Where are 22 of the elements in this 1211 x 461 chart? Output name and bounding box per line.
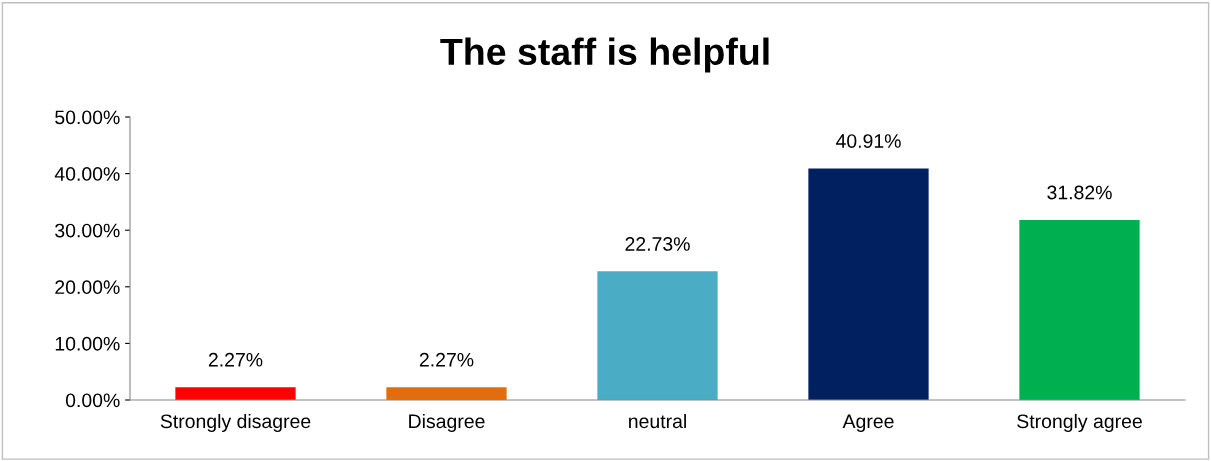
x-tick-label: Disagree <box>409 413 485 433</box>
x-tick-label: neutral <box>629 413 686 429</box>
y-tick-label: 50.00% <box>55 110 120 125</box>
x-tick-label: Strongly disagree <box>160 413 311 433</box>
y-tick-label: 0.00% <box>65 393 120 408</box>
chart-title: The staff is helpful <box>440 37 769 73</box>
bar <box>386 387 507 400</box>
bar <box>1019 219 1140 400</box>
data-label: 2.27% <box>208 352 263 367</box>
bar <box>597 271 718 400</box>
y-tick-label: 40.00% <box>54 167 120 181</box>
data-label: 22.73% <box>625 237 690 251</box>
bar <box>808 168 929 400</box>
bar <box>175 387 296 400</box>
y-tick-label: 20.00% <box>55 280 120 295</box>
x-tick-label: Agree <box>842 414 894 433</box>
y-tick-label: 10.00% <box>55 336 120 351</box>
y-tick-label: 30.00% <box>55 223 120 238</box>
data-label: 2.27% <box>419 352 474 367</box>
data-label: 40.91% <box>835 134 901 148</box>
x-tick-label: Strongly agree <box>1017 413 1142 433</box>
data-label: 31.82% <box>1047 185 1112 200</box>
